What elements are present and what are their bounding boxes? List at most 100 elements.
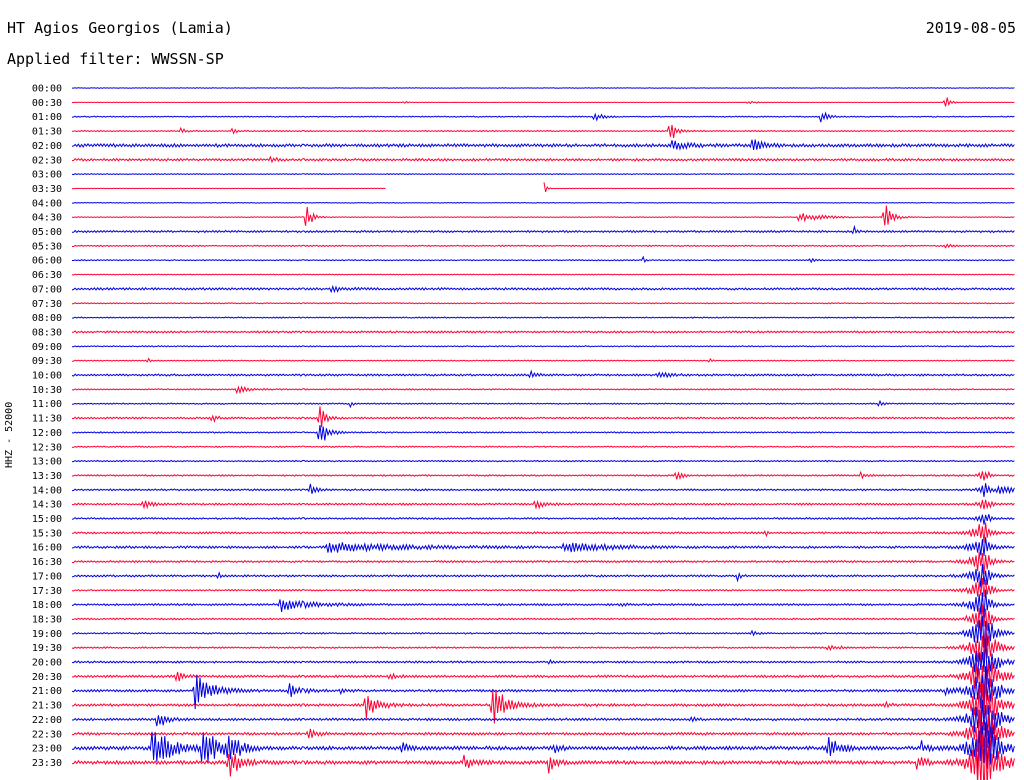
time-tick-label: 16:30 bbox=[32, 557, 62, 568]
time-tick-label: 17:00 bbox=[32, 571, 62, 582]
trace-1030 bbox=[71, 385, 1015, 395]
time-tick-label: 12:30 bbox=[32, 442, 62, 453]
time-tick-label: 10:00 bbox=[32, 371, 62, 382]
time-tick-label: 02:00 bbox=[32, 141, 62, 152]
time-tick-label: 20:30 bbox=[32, 672, 62, 683]
trace-0200 bbox=[71, 139, 1015, 151]
time-tick-labels: 00:00 00:30 01:00 01:30 02:00 02:30 03:00 03:30… bbox=[32, 84, 62, 769]
trace-1400 bbox=[71, 483, 1015, 497]
time-tick-label: 00:30 bbox=[32, 98, 62, 109]
time-tick-label: 21:00 bbox=[32, 686, 62, 697]
time-tick-label: 23:00 bbox=[32, 744, 62, 755]
time-tick-label: 17:30 bbox=[32, 586, 62, 597]
trace-1730 bbox=[71, 578, 1015, 597]
trace-1930 bbox=[71, 626, 1015, 663]
time-tick-label: 12:00 bbox=[32, 428, 62, 439]
time-tick-label: 03:30 bbox=[32, 184, 62, 195]
time-tick-label: 09:30 bbox=[32, 356, 62, 367]
trace-1630 bbox=[72, 551, 1015, 575]
trace-0900 bbox=[71, 345, 1015, 348]
trace-0730 bbox=[72, 302, 1015, 305]
time-tick-label: 15:00 bbox=[32, 514, 62, 525]
trace-2000 bbox=[71, 638, 1015, 681]
trace-0600 bbox=[72, 255, 1015, 264]
trace-0000 bbox=[72, 87, 1015, 89]
trace-2100 bbox=[71, 666, 1015, 710]
time-tick-label: 00:00 bbox=[32, 84, 62, 95]
trace-1800 bbox=[71, 589, 1015, 619]
trace-0830 bbox=[72, 330, 1015, 334]
time-tick-label: 08:30 bbox=[32, 327, 62, 338]
trace-0300 bbox=[71, 173, 1015, 176]
trace-1000 bbox=[71, 369, 1015, 379]
trace-0800 bbox=[71, 316, 1015, 319]
trace-1700 bbox=[71, 564, 1015, 588]
time-tick-label: 23:30 bbox=[32, 758, 62, 769]
trace-2130 bbox=[72, 680, 1015, 727]
time-tick-label: 20:00 bbox=[32, 658, 62, 669]
trace-1830 bbox=[72, 604, 1015, 632]
trace-0530 bbox=[72, 243, 1015, 249]
time-tick-label: 04:30 bbox=[32, 213, 62, 224]
time-tick-label: 10:30 bbox=[32, 385, 62, 396]
trace-1230 bbox=[71, 445, 1015, 449]
time-tick-label: 13:30 bbox=[32, 471, 62, 482]
time-tick-label: 11:00 bbox=[32, 399, 62, 410]
filter-label: Applied filter: WWSSN-SP bbox=[7, 50, 224, 68]
time-tick-label: 04:00 bbox=[32, 198, 62, 209]
time-tick-label: 07:00 bbox=[32, 284, 62, 295]
time-tick-label: 02:30 bbox=[32, 155, 62, 166]
trace-0130 bbox=[72, 124, 1015, 139]
time-tick-label: 19:00 bbox=[32, 629, 62, 640]
trace-0330 bbox=[72, 182, 1015, 193]
trace-2200 bbox=[72, 699, 1015, 740]
time-tick-label: 01:30 bbox=[32, 127, 62, 138]
trace-0230 bbox=[71, 155, 1015, 164]
trace-0430 bbox=[71, 205, 1015, 226]
trace-0630 bbox=[71, 273, 1015, 276]
time-tick-label: 06:30 bbox=[32, 270, 62, 281]
time-tick-label: 07:30 bbox=[32, 299, 62, 310]
time-tick-label: 18:30 bbox=[32, 614, 62, 625]
time-tick-label: 06:00 bbox=[32, 256, 62, 267]
time-tick-label: 01:00 bbox=[32, 112, 62, 123]
time-tick-label: 19:30 bbox=[32, 643, 62, 654]
trace-1200 bbox=[71, 424, 1015, 441]
trace-2300 bbox=[71, 723, 1015, 773]
trace-1900 bbox=[71, 615, 1015, 648]
time-tick-label: 11:30 bbox=[32, 414, 62, 425]
time-tick-label: 22:30 bbox=[32, 729, 62, 740]
trace-0400 bbox=[72, 201, 1015, 204]
trace-0700 bbox=[71, 284, 1015, 294]
station-title: HT Agios Georgios (Lamia) bbox=[7, 19, 233, 37]
trace-0100 bbox=[71, 111, 1015, 123]
trace-1300 bbox=[71, 459, 1015, 463]
time-tick-label: 08:00 bbox=[32, 313, 62, 324]
trace-1130 bbox=[71, 406, 1015, 428]
trace-1530 bbox=[72, 522, 1015, 543]
time-tick-label: 05:00 bbox=[32, 227, 62, 238]
time-tick-label: 21:30 bbox=[32, 701, 62, 712]
time-tick-label: 03:00 bbox=[32, 170, 62, 181]
trace-0500 bbox=[72, 224, 1015, 235]
time-tick-label: 14:30 bbox=[32, 500, 62, 511]
trace-1100 bbox=[71, 399, 1015, 409]
trace-1430 bbox=[71, 499, 1015, 510]
time-tick-label: 05:30 bbox=[32, 241, 62, 252]
trace-1330 bbox=[71, 470, 1015, 481]
time-tick-label: 22:00 bbox=[32, 715, 62, 726]
time-tick-label: 16:00 bbox=[32, 543, 62, 554]
time-tick-label: 15:30 bbox=[32, 528, 62, 539]
trace-2030 bbox=[71, 661, 1015, 695]
trace-2230 bbox=[72, 709, 1015, 752]
trace-1600 bbox=[71, 537, 1015, 557]
time-tick-label: 13:00 bbox=[32, 457, 62, 468]
trace-1500 bbox=[71, 514, 1015, 525]
trace-0030 bbox=[71, 97, 1015, 107]
time-tick-label: 14:00 bbox=[32, 485, 62, 496]
record-date: 2019-08-05 bbox=[925, 19, 1016, 37]
trace-0930 bbox=[71, 357, 1015, 363]
trace-2330 bbox=[72, 734, 1015, 780]
